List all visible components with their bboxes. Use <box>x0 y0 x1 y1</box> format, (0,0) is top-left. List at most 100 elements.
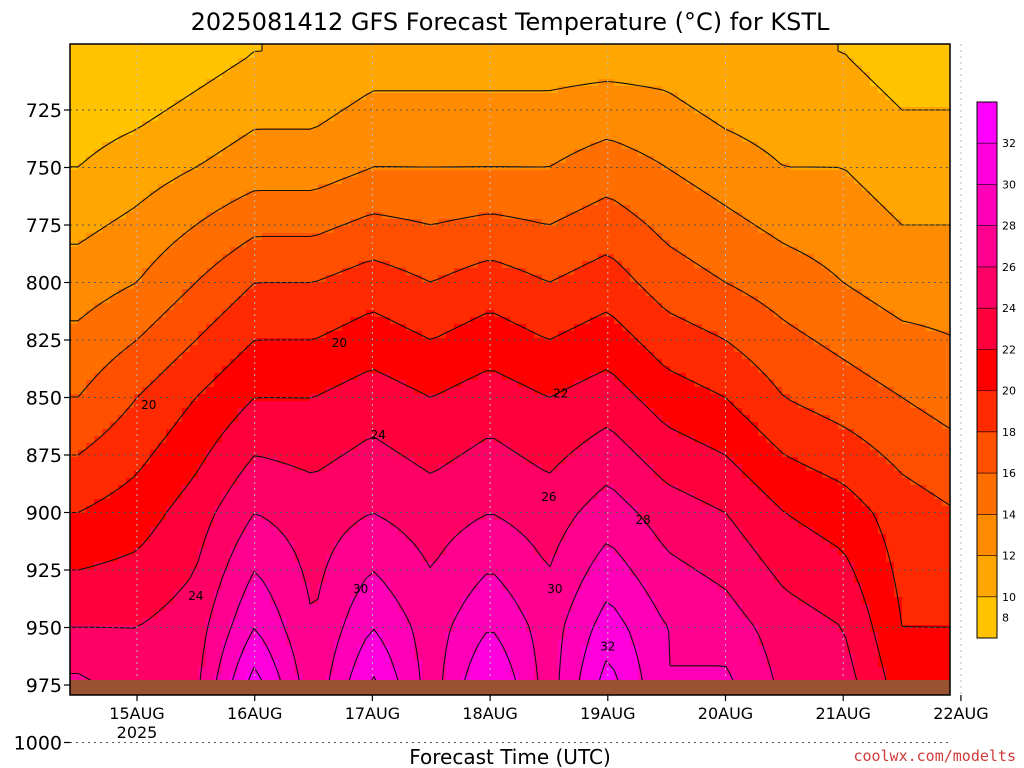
field-cell <box>742 114 751 122</box>
field-cell <box>166 142 175 150</box>
field-cell <box>342 261 351 269</box>
field-cell <box>494 149 503 157</box>
field-cell <box>366 205 375 213</box>
field-cell <box>390 212 399 220</box>
field-cell <box>174 177 183 185</box>
field-cell <box>702 268 711 276</box>
field-cell <box>758 149 767 157</box>
field-cell <box>414 310 423 318</box>
field-cell <box>638 51 647 59</box>
field-cell <box>222 93 231 101</box>
field-cell <box>190 156 199 164</box>
field-cell <box>814 247 823 255</box>
field-cell <box>582 212 591 220</box>
field-cell <box>262 338 271 346</box>
field-cell <box>190 345 199 353</box>
field-cell <box>454 72 463 80</box>
field-cell <box>222 51 231 59</box>
field-cell <box>614 212 623 220</box>
field-cell <box>822 51 831 59</box>
field-cell <box>174 121 183 129</box>
field-cell <box>838 338 847 346</box>
field-cell <box>318 331 327 339</box>
field-cell <box>526 149 535 157</box>
field-cell <box>606 177 615 185</box>
field-cell <box>902 135 911 143</box>
field-cell <box>918 177 927 185</box>
field-cell <box>726 177 735 185</box>
field-cell <box>934 247 943 255</box>
field-cell <box>878 170 887 178</box>
field-cell <box>774 149 783 157</box>
field-cell <box>302 338 311 346</box>
field-cell <box>134 170 143 178</box>
field-cell <box>926 128 935 136</box>
field-cell <box>894 282 903 290</box>
field-cell <box>942 212 950 220</box>
field-cell <box>398 170 407 178</box>
field-cell <box>454 135 463 143</box>
field-cell <box>622 100 631 108</box>
field-cell <box>510 268 519 276</box>
field-cell <box>238 359 247 367</box>
field-cell <box>374 345 383 353</box>
field-cell <box>774 338 783 346</box>
field-cell <box>358 352 367 360</box>
field-cell <box>846 135 855 143</box>
field-cell <box>278 219 287 227</box>
field-cell <box>710 282 719 290</box>
field-cell <box>782 205 791 213</box>
field-cell <box>654 128 663 136</box>
field-cell <box>326 149 335 157</box>
field-cell <box>190 303 199 311</box>
field-cell <box>182 303 191 311</box>
field-cell <box>254 65 263 73</box>
field-cell <box>918 93 927 101</box>
field-cell <box>390 296 399 304</box>
field-cell <box>342 51 351 59</box>
field-cell <box>638 205 647 213</box>
field-cell <box>870 338 879 346</box>
field-cell <box>302 156 311 164</box>
field-cell <box>798 121 807 129</box>
field-cell <box>270 359 279 367</box>
field-cell <box>902 142 911 150</box>
field-cell <box>94 184 103 192</box>
field-cell <box>150 233 159 241</box>
field-cell <box>446 240 455 248</box>
field-cell <box>270 72 279 80</box>
field-cell <box>118 289 127 297</box>
field-cell <box>358 289 367 297</box>
field-cell <box>510 338 519 346</box>
field-cell <box>262 254 271 262</box>
field-cell <box>326 219 335 227</box>
field-cell <box>406 261 415 269</box>
field-cell <box>846 100 855 108</box>
field-cell <box>710 317 719 325</box>
field-cell <box>806 289 815 297</box>
field-cell <box>406 205 415 213</box>
field-cell <box>622 170 631 178</box>
field-cell <box>742 324 751 332</box>
field-cell <box>670 233 679 241</box>
field-cell <box>718 352 727 360</box>
field-cell <box>686 51 695 59</box>
field-cell <box>742 296 751 304</box>
field-cell <box>94 275 103 283</box>
field-cell <box>430 310 439 318</box>
field-cell <box>886 331 895 339</box>
field-cell <box>774 324 783 332</box>
field-cell <box>286 254 295 262</box>
field-cell <box>878 254 887 262</box>
field-cell <box>494 191 503 199</box>
field-cell <box>942 114 950 122</box>
field-cell <box>798 317 807 325</box>
field-cell <box>518 352 527 360</box>
field-cell <box>374 121 383 129</box>
field-cell <box>670 275 679 283</box>
field-cell <box>686 135 695 143</box>
field-cell <box>886 324 895 332</box>
field-cell <box>510 177 519 185</box>
field-cell <box>310 86 319 94</box>
field-cell <box>326 324 335 332</box>
